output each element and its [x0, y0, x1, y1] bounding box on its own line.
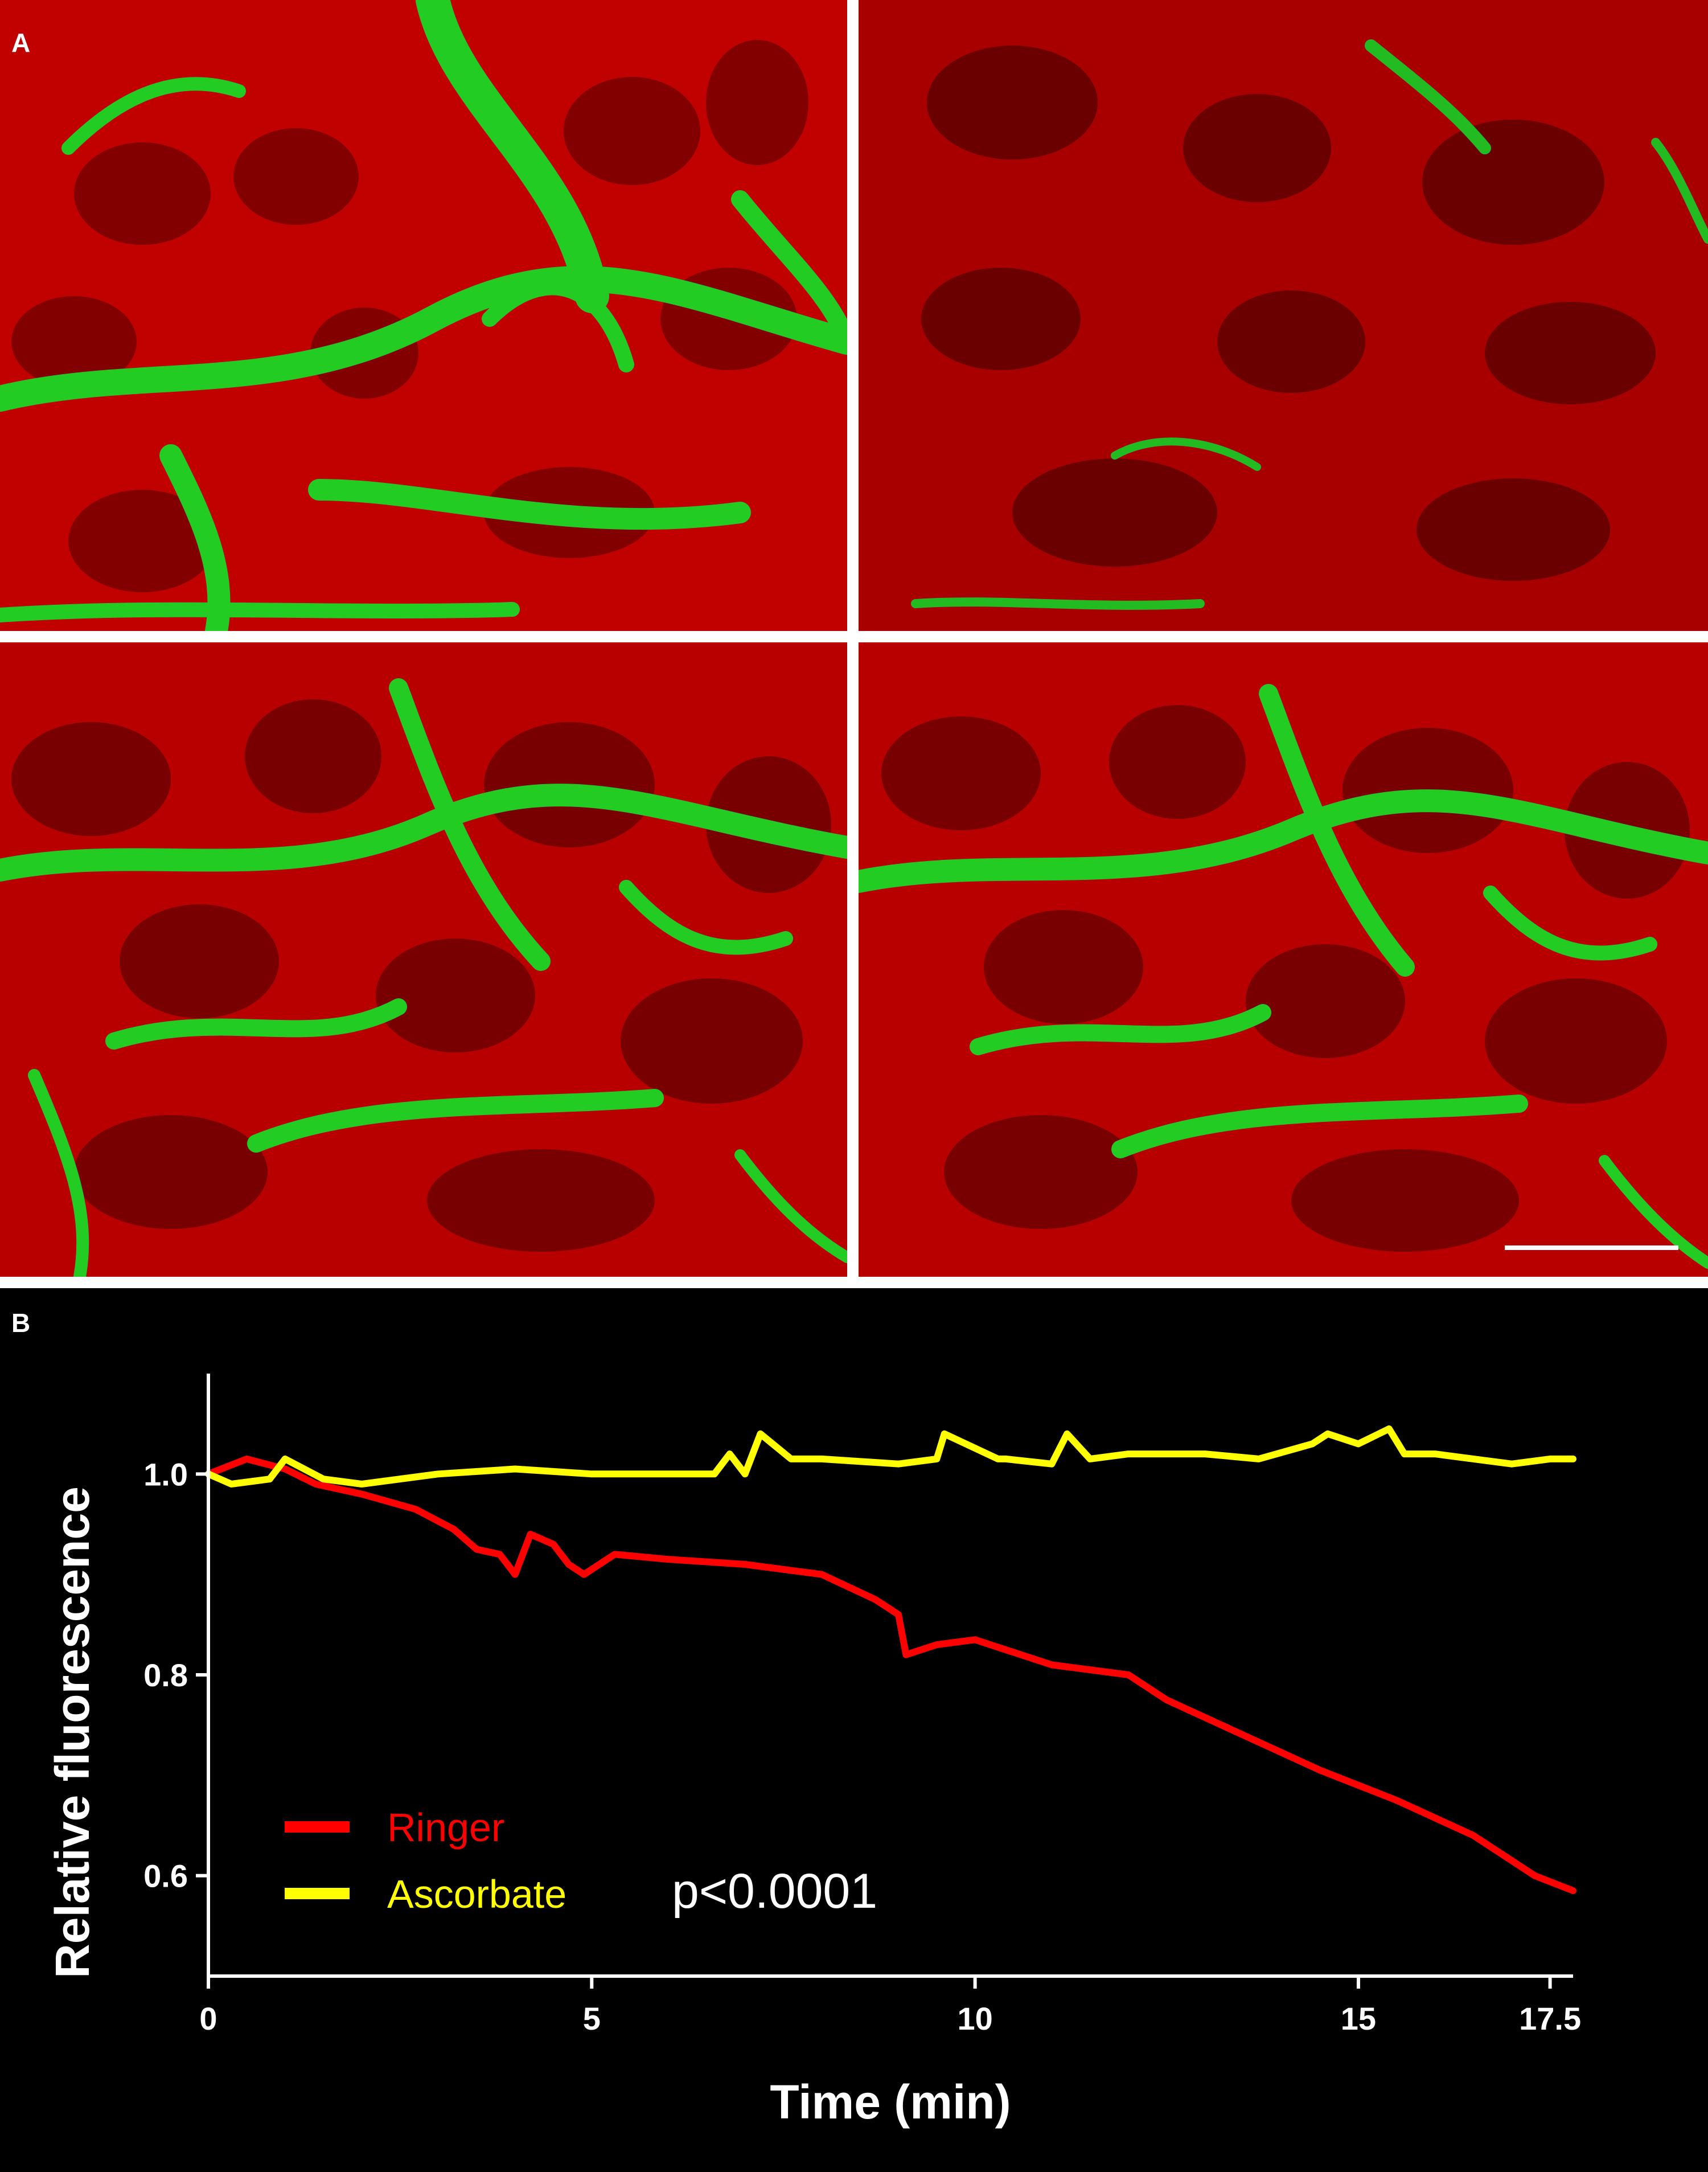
y-ticks-group: 0.6 0.8 1.0: [143, 1456, 208, 1894]
micrograph-top-right: [859, 0, 1708, 631]
y-axis-title: Relative fluorescence: [46, 1486, 99, 1978]
x-ticks-group: 0 5 10 15 17.5: [199, 1976, 1581, 2036]
micrograph-bottom-left: [0, 642, 847, 1277]
x-axis-title: Time (min): [770, 2075, 1011, 2129]
micrograph-top-left: [0, 0, 847, 631]
x-tick-label: 5: [583, 2001, 601, 2036]
panel-separator-horizontal-bottom: [0, 1277, 1708, 1288]
y-tick-label: 0.6: [143, 1858, 188, 1894]
y-tick-label: 0.8: [143, 1657, 188, 1693]
panel-a-label: A: [11, 28, 31, 58]
x-tick-label: 17.5: [1519, 2001, 1581, 2036]
p-value-annotation: p<0.0001: [672, 1864, 877, 1919]
line-chart: 0 5 10 15 17.5 0.6 0.8 1.0 Time (min) Relative…: [46, 1374, 1581, 2129]
legend-label-ringer: Ringer: [387, 1805, 504, 1850]
series-line-ringer: [205, 1455, 1576, 1895]
chart-lines-group: [205, 1425, 1576, 1895]
x-tick-label: 10: [957, 2001, 992, 2036]
series-line-ascorbate: [205, 1425, 1576, 1487]
legend-label-ascorbate: Ascorbate: [387, 1872, 566, 1916]
x-tick-label: 0: [199, 2001, 217, 2036]
panel-b-label: B: [11, 1308, 31, 1338]
micrograph-bottom-right: [859, 642, 1708, 1277]
y-tick-label: 1.0: [143, 1456, 188, 1492]
panel-separator-horizontal-middle: [0, 631, 1708, 642]
x-tick-label: 15: [1341, 2001, 1376, 2036]
legend: Ringer Ascorbate: [285, 1805, 566, 1916]
